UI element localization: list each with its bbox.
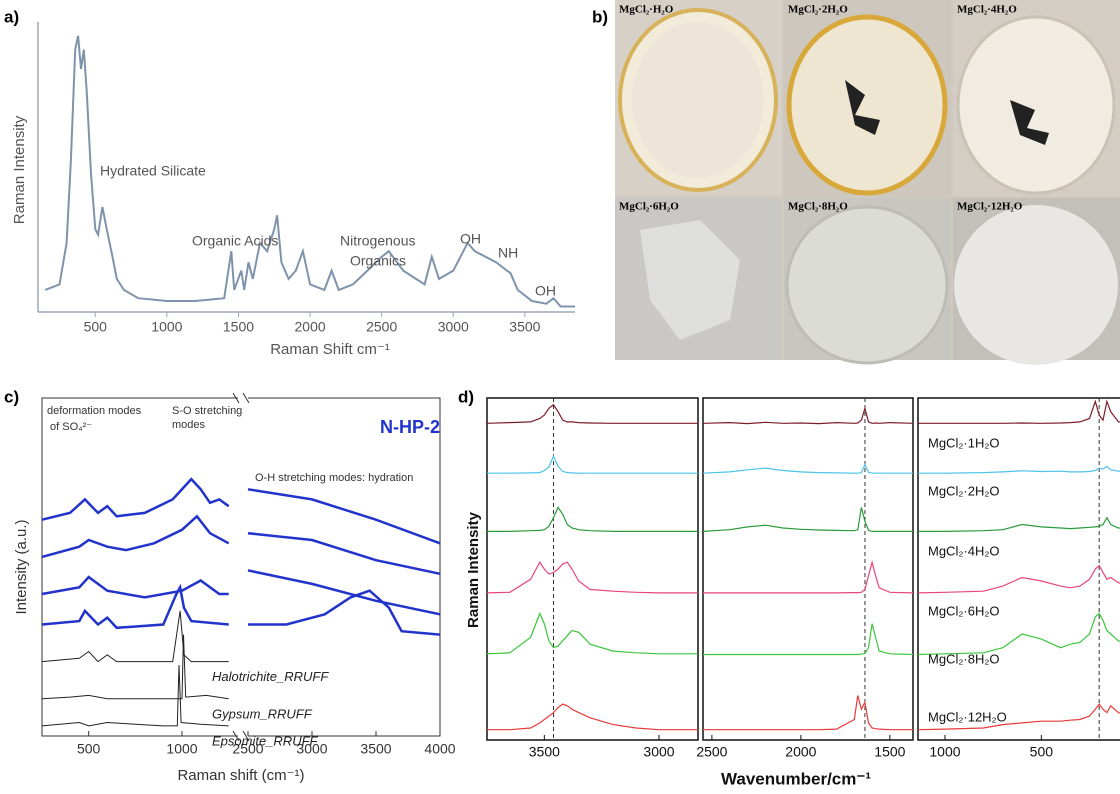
spectrum-line bbox=[44, 35, 575, 308]
spectrum-line bbox=[487, 506, 698, 532]
spectrum-line bbox=[702, 507, 913, 532]
spectrum-line bbox=[487, 454, 698, 474]
x-tick-label: 1000 bbox=[929, 744, 960, 760]
spectrum-line bbox=[703, 623, 914, 656]
x-tick-label: 3000 bbox=[438, 319, 469, 335]
y-axis-label: Intensity (a.u.) bbox=[13, 519, 30, 614]
x-axis-label: Raman Shift cm⁻¹ bbox=[270, 341, 390, 358]
spectrum-line bbox=[41, 610, 229, 663]
annotation: deformation modes bbox=[47, 405, 142, 417]
spectrum-line bbox=[487, 703, 698, 731]
x-tick-label: 2000 bbox=[785, 744, 816, 760]
x-tick-label: 3500 bbox=[360, 741, 391, 757]
x-tick-label: 2500 bbox=[232, 741, 263, 757]
series-label: MgCl₂·1H₂O bbox=[928, 435, 1000, 450]
spectrum-line bbox=[702, 463, 913, 474]
spectrum-line bbox=[918, 399, 1120, 424]
series-label: MgCl₂·12H₂O bbox=[928, 709, 1007, 724]
x-tick-label: 500 bbox=[84, 319, 108, 335]
spectrum-line bbox=[917, 612, 1120, 656]
spectrum-line bbox=[917, 703, 1120, 731]
panel-label: c) bbox=[4, 387, 19, 406]
spectrum-line bbox=[41, 477, 441, 545]
photo-label: MgCl₂·8H₂O bbox=[788, 201, 848, 213]
x-tick-label: 2500 bbox=[696, 744, 727, 760]
series-label: Halotrichite_RRUFF bbox=[212, 669, 329, 684]
photo-label: MgCl₂·12H₂O bbox=[957, 201, 1023, 213]
annotation: N-HP-2 bbox=[380, 417, 440, 437]
series-label: MgCl₂·6H₂O bbox=[928, 603, 1000, 618]
series-label: Epsomite_RRUFF bbox=[212, 733, 319, 748]
spectrum-line bbox=[703, 559, 914, 594]
frame bbox=[41, 397, 441, 737]
annotation: Nitrogenous bbox=[340, 233, 416, 249]
dish bbox=[785, 205, 949, 365]
x-axis-label: Raman shift (cm⁻¹) bbox=[177, 767, 304, 784]
annotation: O-H stretching modes: hydration bbox=[255, 472, 413, 484]
annotation: S-O stretching bbox=[172, 405, 242, 417]
photo-panel: MgCl₂·H₂O MgCl₂·2H₂O MgCl₂·4H₂O MgCl₂·6H… bbox=[615, 0, 1120, 365]
spectrum-line bbox=[41, 634, 229, 700]
spectrum-line bbox=[41, 514, 441, 576]
x-tick-label: 3000 bbox=[296, 741, 327, 757]
dish bbox=[786, 14, 948, 196]
dish bbox=[956, 15, 1116, 195]
spectrum-line bbox=[918, 516, 1120, 532]
x-tick-label: 1500 bbox=[223, 319, 254, 335]
photo-label: MgCl₂·2H₂O bbox=[788, 4, 848, 16]
y-axis-label: Raman Intensity bbox=[465, 511, 482, 628]
x-tick-label: 2500 bbox=[366, 319, 397, 335]
annotation: of SO₄²⁻ bbox=[50, 421, 92, 433]
photo-label: MgCl₂·H₂O bbox=[619, 4, 674, 16]
photo-label: MgCl₂·4H₂O bbox=[957, 4, 1017, 16]
series-label: MgCl₂·4H₂O bbox=[928, 543, 1000, 558]
spectrum-line bbox=[486, 611, 698, 655]
x-tick-label: 1000 bbox=[151, 319, 182, 335]
panel-label: d) bbox=[458, 387, 474, 406]
series-label: MgCl₂·8H₂O bbox=[928, 651, 1000, 666]
annotation: Organics bbox=[350, 253, 406, 269]
crystals bbox=[632, 22, 764, 178]
dish bbox=[954, 205, 1118, 365]
panel-label: b) bbox=[592, 7, 608, 26]
annotation: Hydrated Silicate bbox=[100, 163, 206, 179]
frame bbox=[486, 397, 699, 741]
crystals bbox=[640, 220, 740, 340]
spectrum-line bbox=[41, 583, 441, 636]
magnet bbox=[845, 80, 880, 135]
spectrum-line bbox=[41, 569, 441, 616]
x-tick-label: 500 bbox=[1030, 744, 1054, 760]
x-tick-label: 500 bbox=[77, 741, 101, 757]
x-tick-label: 3500 bbox=[509, 319, 540, 335]
magnet bbox=[1010, 100, 1049, 145]
annotation: modes bbox=[172, 419, 206, 431]
annotation: NH bbox=[498, 245, 518, 261]
frame bbox=[702, 397, 914, 741]
spectrum-line bbox=[486, 561, 698, 594]
frame bbox=[917, 397, 1120, 741]
spectrum-line bbox=[917, 564, 1120, 594]
series-label: MgCl₂·2H₂O bbox=[928, 483, 1000, 498]
series-label: Gypsum_RRUFF bbox=[212, 706, 313, 721]
x-tick-label: 1500 bbox=[874, 744, 905, 760]
annotation: OH bbox=[460, 231, 481, 247]
x-tick-label: 3500 bbox=[529, 744, 560, 760]
x-axis-label: Wavenumber/cm⁻¹ bbox=[721, 769, 871, 788]
y-axis-label: Raman Intensity bbox=[11, 115, 28, 224]
annotation: Organic Acids bbox=[192, 233, 278, 249]
x-tick-label: 1000 bbox=[166, 741, 197, 757]
spectrum-line bbox=[918, 465, 1120, 474]
photo-label: MgCl₂·6H₂O bbox=[619, 201, 679, 213]
spectrum-line bbox=[702, 406, 914, 425]
x-tick-label: 3000 bbox=[643, 744, 674, 760]
x-tick-label: 4000 bbox=[424, 741, 455, 757]
panel-label: a) bbox=[4, 7, 19, 26]
spectrum-line bbox=[486, 403, 698, 424]
axis-break bbox=[232, 392, 250, 742]
annotation: OH bbox=[535, 283, 556, 299]
x-tick-label: 2000 bbox=[295, 319, 326, 335]
spectrum-line bbox=[703, 695, 913, 731]
spectrum-line bbox=[41, 664, 229, 727]
